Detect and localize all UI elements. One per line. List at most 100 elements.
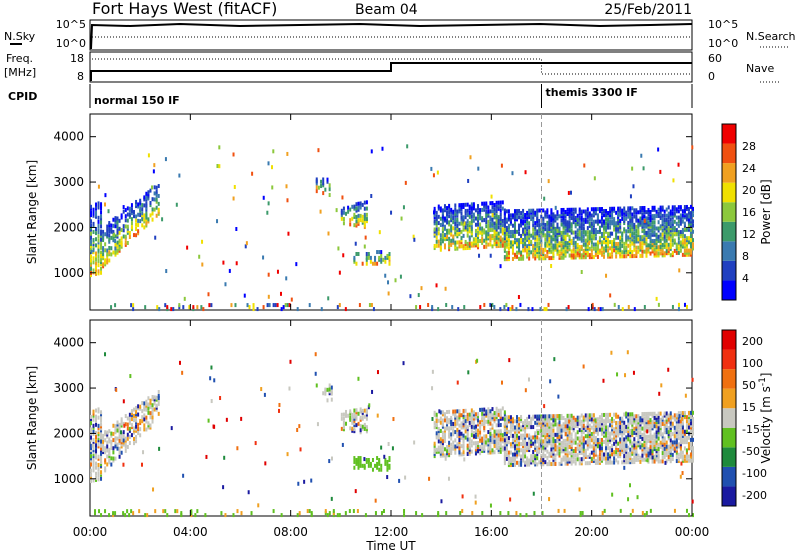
velocity-echo <box>474 445 477 450</box>
velocity-echo <box>495 415 498 420</box>
power-echo <box>582 226 585 231</box>
power-echo <box>683 244 686 249</box>
velocity-echo <box>448 418 451 423</box>
velocity-echo <box>635 447 638 452</box>
power-echo <box>578 217 581 222</box>
power-echo <box>130 303 133 308</box>
velocity-echo <box>572 419 575 424</box>
velocity-echo <box>578 440 581 445</box>
velocity-echo <box>625 454 628 459</box>
velocity-echo <box>615 458 618 463</box>
velocity-echo <box>526 446 529 451</box>
velocity-echo <box>462 410 465 415</box>
power-echo <box>487 213 490 218</box>
velocity-echo <box>126 432 129 437</box>
power-echo <box>659 240 662 245</box>
velocity-echo <box>511 427 514 432</box>
velocity-echo <box>133 418 135 423</box>
velocity-echo <box>637 420 640 425</box>
velocity-echo <box>500 380 503 385</box>
velocity-echo <box>592 417 595 422</box>
velocity-echo <box>526 448 529 453</box>
velocity-echo <box>641 447 644 452</box>
velocity-echo <box>518 450 521 455</box>
velocity-echo <box>677 458 680 463</box>
power-echo <box>637 245 640 250</box>
power-echo <box>639 208 642 213</box>
velocity-echo <box>572 455 575 460</box>
velocity-echo <box>586 442 589 447</box>
power-echo <box>135 222 138 227</box>
velocity-echo <box>509 497 512 502</box>
velocity-echo <box>90 454 92 459</box>
velocity-echo <box>550 462 553 467</box>
power-echo <box>653 226 656 231</box>
power-echo <box>477 216 480 221</box>
power-echo <box>359 218 362 223</box>
velocity-echo <box>520 417 523 422</box>
velocity-echo <box>528 448 531 453</box>
velocity-echo <box>363 408 366 413</box>
velocity-echo <box>560 459 563 464</box>
velocity-echo <box>633 437 636 442</box>
power-echo <box>663 209 666 214</box>
power-echo <box>390 210 393 215</box>
power-echo <box>468 214 471 219</box>
power-echo <box>363 200 366 205</box>
velocity-echo <box>580 457 583 462</box>
velocity-echo <box>352 509 355 514</box>
power-echo <box>487 236 490 241</box>
power-echo <box>552 231 555 236</box>
velocity-echo <box>594 423 597 428</box>
power-echo <box>667 215 670 220</box>
power-echo <box>580 238 583 243</box>
velocity-echo <box>130 423 133 428</box>
power-echo <box>460 211 463 216</box>
velocity-echo <box>110 456 113 461</box>
power-echo <box>108 258 111 263</box>
power-echo <box>544 247 547 252</box>
power-echo <box>456 211 459 216</box>
velocity-echo <box>114 436 117 441</box>
velocity-echo <box>596 429 599 434</box>
power-echo <box>619 252 622 257</box>
velocity-echo <box>679 446 682 451</box>
velocity-echo <box>615 435 618 440</box>
velocity-echo <box>371 467 374 472</box>
power-echo <box>95 267 98 272</box>
power-echo <box>106 248 109 253</box>
velocity-echo <box>552 437 555 442</box>
power-echo <box>562 249 565 254</box>
velocity-echo <box>669 415 672 420</box>
power-echo <box>234 303 237 308</box>
power-echo <box>110 305 113 310</box>
velocity-echo <box>580 430 583 435</box>
power-echo <box>689 215 692 220</box>
velocity-echo <box>133 426 135 431</box>
velocity-echo <box>692 513 694 518</box>
power-echo <box>143 203 146 208</box>
power-echo <box>387 291 390 296</box>
power-echo <box>661 207 664 212</box>
velocity-echo <box>157 393 160 398</box>
velocity-echo <box>120 450 123 455</box>
velocity-echo <box>578 457 581 462</box>
velocity-echo <box>659 421 662 426</box>
velocity-echo <box>576 417 579 422</box>
power-echo <box>602 246 605 251</box>
velocity-echo <box>635 430 638 435</box>
velocity-echo <box>645 420 648 425</box>
power-echo <box>639 216 642 221</box>
power-echo <box>534 250 537 255</box>
power-echo <box>481 207 484 212</box>
velocity-echo <box>582 415 585 420</box>
velocity-echo <box>542 431 545 436</box>
power-echo <box>627 304 630 309</box>
power-echo <box>90 219 92 224</box>
power-echo <box>649 243 652 248</box>
velocity-echo <box>509 456 512 461</box>
velocity-echo <box>481 448 484 453</box>
velocity-echo <box>349 409 352 414</box>
velocity-echo <box>605 425 608 430</box>
power-echo <box>450 228 453 233</box>
